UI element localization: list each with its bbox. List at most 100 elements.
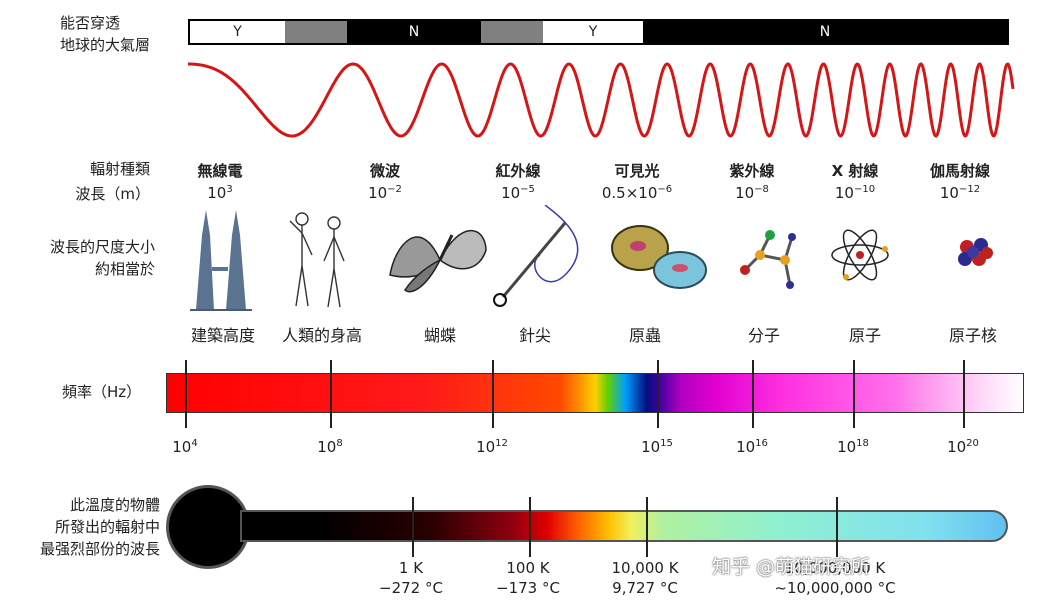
wavelength-label: 波長（m） (75, 185, 150, 203)
frequency-exponent: 8 (336, 438, 343, 449)
humans-icon (289, 212, 345, 308)
band-name: 可見光 (614, 162, 660, 180)
wavelength-exponent: 3 (226, 184, 233, 195)
temperature-kelvin: 10,000,000 K (784, 559, 886, 577)
size-compare-label: 波長的尺度大小 約相當於 (20, 236, 155, 280)
temperature-value: 10,000 K 9,727 °C (575, 558, 715, 598)
object-label: 針尖 (518, 326, 551, 345)
wavelength-base: 10 (207, 184, 227, 202)
frequency-base: 10 (317, 438, 337, 456)
band-wavelength: 10−8 (697, 184, 807, 202)
band-name: 紫外線 (729, 162, 775, 180)
band-wavelength: 103 (165, 184, 275, 202)
frequency-base: 10 (736, 438, 756, 456)
atmosphere-segment-label: N (819, 24, 831, 40)
frequency-exponent: 12 (495, 438, 508, 449)
frequency-exponent: 18 (856, 438, 869, 449)
band-name: 伽馬射線 (929, 162, 990, 180)
atmosphere-segment-label: N (408, 24, 420, 40)
frequency-exponent: 20 (966, 438, 979, 449)
object-label: 分子 (747, 326, 780, 345)
atmosphere-label-line2: 地球的大氣層 (60, 36, 151, 54)
needle-icon (493, 205, 579, 307)
atmosphere-label: 能否穿透 地球的大氣層 (60, 12, 150, 56)
protozoa-icon (611, 225, 707, 289)
molecule-icon (740, 230, 796, 289)
butterfly-icon (389, 229, 487, 293)
temperature-value: 1 K −272 °C (341, 558, 481, 598)
thermometer-bulb (166, 485, 250, 569)
object-label: 蝴蝶 (423, 326, 456, 345)
atmosphere-segment-label: Y (588, 24, 598, 40)
frequency-tick (853, 360, 855, 428)
frequency-tick-label: 1020 (923, 438, 1003, 456)
atmosphere-segment: Y (543, 21, 643, 43)
objects-illustrations (190, 205, 993, 311)
band-wavelength: 10−5 (463, 184, 573, 202)
atmosphere-bar: Y N Y N (188, 19, 1009, 45)
temperature-kelvin: 10,000 K (611, 559, 679, 577)
temp-tick (412, 497, 414, 557)
size-compare-line2: 約相當於 (94, 260, 155, 278)
frequency-bar (166, 360, 1024, 428)
frequency-base: 10 (172, 438, 192, 456)
object-label: 原子核 (948, 326, 997, 345)
thermometer-tube (240, 497, 1008, 557)
temperature-label-line1: 此溫度的物體 (69, 496, 160, 514)
frequency-label: 頻率（Hz） (62, 383, 142, 401)
atmosphere-label-line1: 能否穿透 (60, 14, 121, 32)
band-wavelength: 10−12 (905, 184, 1015, 202)
frequency-tick-label: 108 (290, 438, 370, 456)
atmosphere-segment (481, 21, 543, 43)
frequency-exponent: 16 (755, 438, 768, 449)
temp-tick (529, 497, 531, 557)
band-name: 微波 (369, 162, 400, 180)
wavelength-exponent: −8 (754, 184, 769, 195)
object-label: 原蟲 (628, 326, 661, 345)
wavelength-exponent: −12 (958, 184, 981, 195)
atom-icon (831, 229, 889, 281)
frequency-tick (330, 360, 332, 428)
object-label: 原子 (848, 326, 881, 345)
temp-tick (646, 497, 648, 557)
frequency-tick-label: 104 (145, 438, 225, 456)
temperature-kelvin: 100 K (506, 559, 550, 577)
atmosphere-segment-label: Y (233, 24, 242, 40)
tower-icon (190, 210, 252, 311)
frequency-tick (492, 360, 494, 428)
wavelength-base: 10 (735, 184, 755, 202)
atmosphere-segment: N (347, 21, 481, 43)
frequency-tick-label: 1016 (712, 438, 792, 456)
temperature-value: 100 K −173 °C (458, 558, 598, 598)
temperature-value: 10,000,000 K ~10,000,000 °C (765, 558, 905, 598)
radiation-type-label: 輻射種類 (89, 160, 150, 178)
size-compare-line1: 波長的尺度大小 (49, 238, 155, 256)
atmosphere-segment: Y (190, 21, 285, 43)
frequency-tick (657, 360, 659, 428)
frequency-tick (185, 360, 187, 428)
band-name: 無線電 (197, 162, 243, 180)
wavelength-base: 10 (834, 184, 854, 202)
wavelength-exponent: −2 (387, 184, 402, 195)
temperature-kelvin: 1 K (398, 559, 424, 577)
frequency-tick (752, 360, 754, 428)
nucleus-icon (958, 238, 993, 266)
band-wavelength: 10−2 (330, 184, 440, 202)
object-label: 建築高度 (190, 326, 255, 345)
temperature-celsius: −173 °C (496, 579, 560, 597)
wavelength-base: 10 (501, 184, 521, 202)
frequency-tick-label: 1015 (617, 438, 697, 456)
temperature-label-line2: 所發出的輻射中 (54, 518, 160, 536)
frequency-base: 10 (641, 438, 661, 456)
frequency-base: 10 (476, 438, 496, 456)
frequency-tick-label: 1012 (452, 438, 532, 456)
frequency-tick-label: 1018 (813, 438, 893, 456)
wavelength-exponent: −10 (853, 184, 876, 195)
watermark: 知乎 @萌猫研究所 (712, 556, 871, 578)
frequency-base: 10 (947, 438, 967, 456)
wavelength-exponent: −5 (520, 184, 535, 195)
band-name: X 射線 (831, 162, 879, 180)
wavelength-exponent: −6 (657, 184, 673, 195)
frequency-base: 10 (837, 438, 857, 456)
frequency-exponent: 15 (660, 438, 673, 449)
